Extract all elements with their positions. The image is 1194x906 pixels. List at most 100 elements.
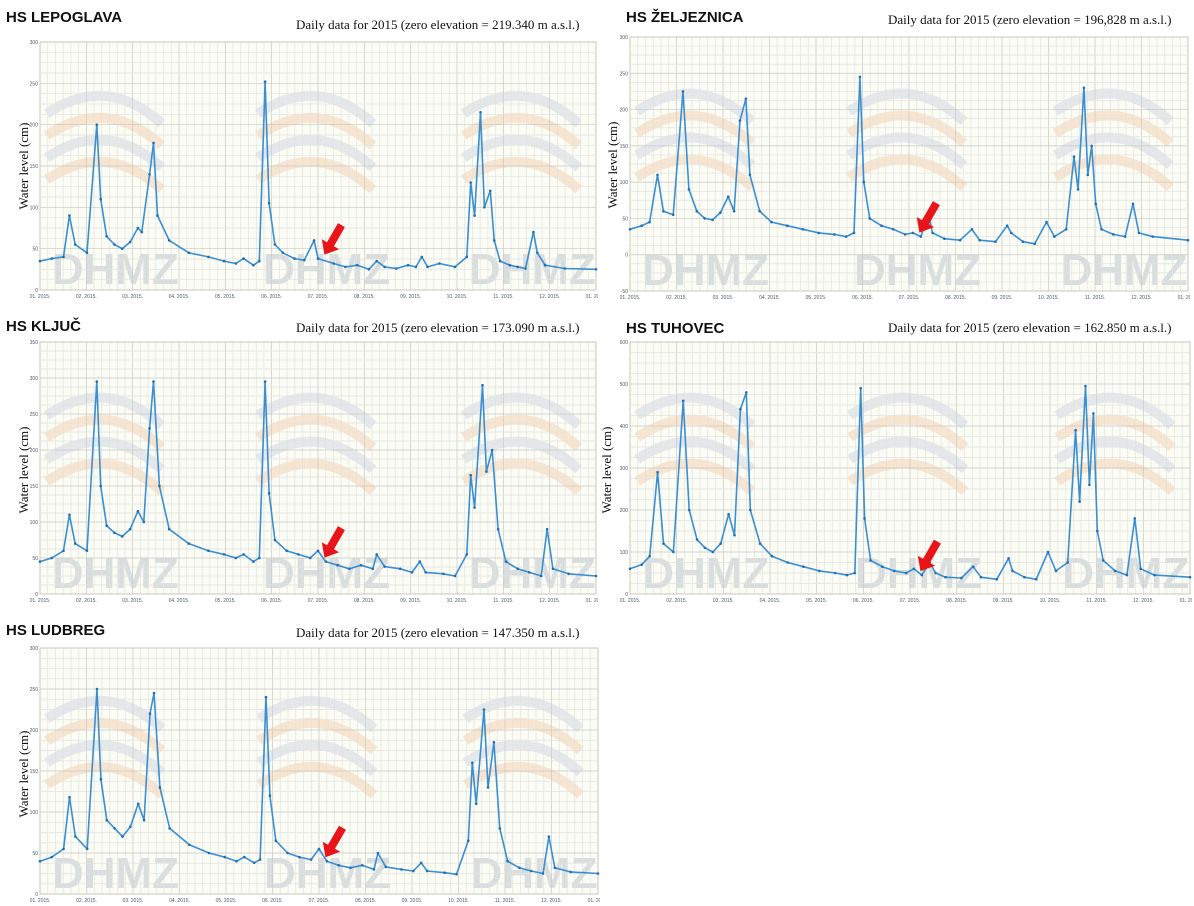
data-point — [994, 240, 997, 243]
data-point — [1090, 144, 1093, 148]
watermark-stripe — [255, 156, 377, 194]
watermark-stripe — [460, 436, 583, 474]
data-point — [539, 574, 543, 578]
data-point — [672, 550, 675, 554]
data-point — [99, 484, 102, 488]
watermark-stripe — [634, 414, 756, 452]
data-point — [455, 873, 458, 876]
x-tick-label: 05. 2015. — [215, 294, 236, 300]
data-point — [770, 220, 773, 224]
watermark-stripe — [43, 458, 166, 496]
x-tick-label: 05. 2015. — [216, 898, 237, 904]
data-point — [567, 572, 570, 576]
data-point — [325, 859, 329, 863]
data-point — [662, 542, 665, 545]
x-tick-label: 06. 2015. — [261, 294, 282, 300]
data-point — [85, 549, 89, 553]
data-point — [281, 251, 285, 255]
x-tick-label: 01. 2015. — [30, 898, 50, 904]
data-point — [628, 567, 632, 571]
x-tick-label: 10. 2015. — [447, 598, 468, 604]
data-point — [943, 237, 946, 240]
data-point — [1072, 155, 1076, 158]
red-arrow-shape — [321, 526, 345, 558]
data-point — [1054, 569, 1058, 573]
x-tick-label: 04. 2015. — [759, 295, 780, 301]
data-point — [383, 565, 386, 568]
data-point — [518, 866, 521, 870]
red-arrow-annotation — [322, 825, 346, 858]
data-point — [324, 560, 328, 563]
data-point — [234, 556, 238, 560]
data-point — [426, 265, 429, 269]
data-point — [785, 224, 789, 227]
station-title: HS ŽELJEZNICA — [626, 9, 744, 26]
data-point — [1066, 561, 1069, 564]
data-point — [543, 263, 547, 267]
data-point — [711, 218, 714, 222]
x-tick-label: 09. 2015. — [993, 598, 1014, 604]
y-tick-label: 50 — [32, 556, 38, 562]
data-point — [420, 255, 424, 259]
y-tick-label: 300 — [30, 646, 38, 652]
data-point — [1153, 573, 1156, 577]
data-point — [453, 574, 457, 578]
data-point — [1005, 224, 1009, 227]
data-point — [859, 386, 862, 390]
watermark-stripe — [462, 739, 584, 777]
data-point — [469, 473, 473, 477]
data-point — [817, 231, 820, 235]
data-point — [529, 869, 533, 873]
data-point — [738, 119, 742, 122]
data-point — [375, 259, 379, 263]
data-point — [833, 571, 837, 575]
watermark-stripe — [1052, 132, 1174, 170]
data-point — [298, 855, 301, 859]
data-point — [978, 238, 981, 242]
data-point — [95, 123, 99, 126]
x-tick-label: 09. 2015. — [400, 598, 421, 604]
data-point — [486, 786, 490, 789]
data-point — [681, 399, 685, 403]
x-tick-label: 04. 2015. — [169, 598, 190, 604]
x-tick-label: 10. 2015. — [1040, 598, 1061, 604]
data-point — [640, 224, 644, 227]
data-point — [309, 858, 313, 861]
y-tick-label: 200 — [620, 108, 628, 114]
data-point — [348, 567, 351, 571]
data-point — [1053, 235, 1056, 238]
data-point — [1094, 202, 1097, 206]
data-point — [903, 233, 907, 236]
x-tick-label: 11. 2015. — [1085, 295, 1105, 301]
x-tick-label: 12. 2015. — [541, 898, 562, 904]
data-point — [971, 565, 975, 568]
data-point — [960, 576, 963, 580]
data-point — [485, 470, 488, 473]
y-tick-label: 250 — [620, 71, 628, 77]
data-point — [156, 214, 159, 217]
data-point — [410, 571, 414, 574]
watermark-stripe — [634, 132, 756, 170]
data-point — [833, 233, 836, 236]
data-point — [360, 864, 364, 867]
x-tick-label: 02. 2015. — [666, 295, 687, 301]
data-point — [349, 866, 352, 870]
x-tick-label: 06. 2015. — [853, 598, 874, 604]
x-tick-label: 08. 2015. — [354, 294, 375, 300]
watermark-stripe — [462, 695, 584, 733]
data-point — [892, 569, 896, 573]
x-tick-label: 04. 2015. — [169, 898, 190, 904]
data-point — [483, 206, 486, 209]
data-point — [62, 549, 65, 553]
data-point — [853, 571, 857, 575]
series-line — [629, 76, 1189, 245]
data-point — [263, 380, 267, 383]
data-point — [496, 527, 500, 531]
data-point — [727, 512, 730, 516]
data-point — [868, 217, 871, 220]
data-point — [263, 80, 267, 83]
x-tick-label: 02. 2015. — [76, 294, 97, 300]
y-tick-label: 200 — [30, 448, 38, 454]
data-point — [267, 491, 271, 495]
data-point — [167, 239, 171, 242]
